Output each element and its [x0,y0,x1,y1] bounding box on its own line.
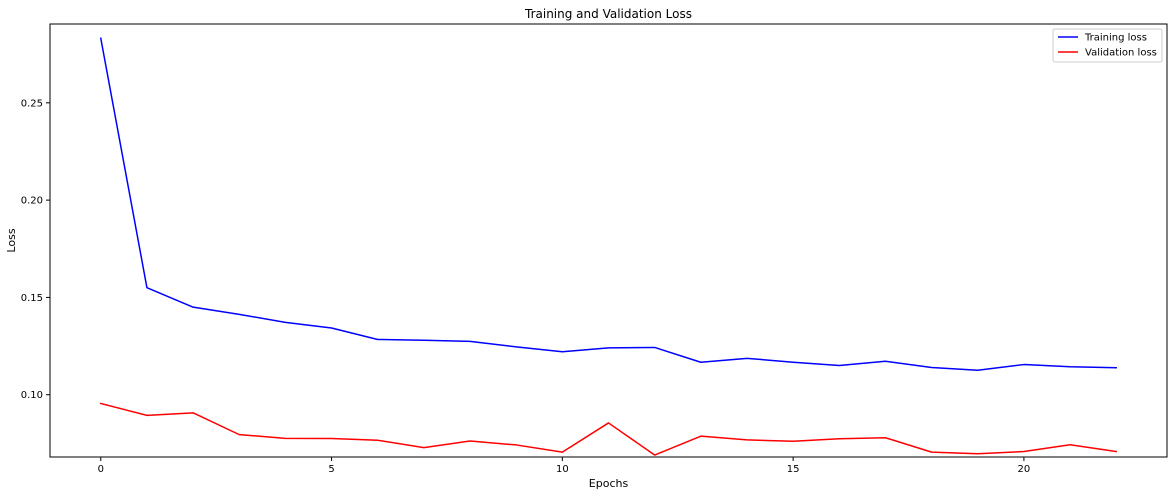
y-tick-label: 0.25 [21,98,43,109]
x-axis: 0 5 10 15 20 [98,457,1031,475]
chart-title: Training and Validation Loss [524,7,692,21]
series-line-training [99,37,1117,371]
x-tick-label: 10 [556,464,569,475]
y-tick-label: 0.15 [21,293,43,304]
x-tick-label: 5 [328,464,334,475]
legend-validation-label: Validation loss [1085,48,1157,59]
legend-box [1052,28,1163,63]
y-axis-label: Loss [5,228,18,252]
y-tick-label: 0.10 [21,390,43,401]
series-line-validation [99,402,1118,456]
legend-training-label: Training loss [1084,33,1147,44]
y-axis: 0.10 0.15 0.20 0.25 [21,98,50,401]
legend: Training loss Validation loss [1052,28,1163,63]
x-tick-label: 0 [98,464,104,475]
series-layer [99,37,1118,456]
axes-frame [49,23,1168,458]
x-axis-label: Epochs [589,477,629,490]
x-tick-label: 15 [787,464,800,475]
y-tick-label: 0.20 [21,196,43,207]
x-tick-label: 20 [1018,464,1031,475]
plot-area [49,23,1168,458]
